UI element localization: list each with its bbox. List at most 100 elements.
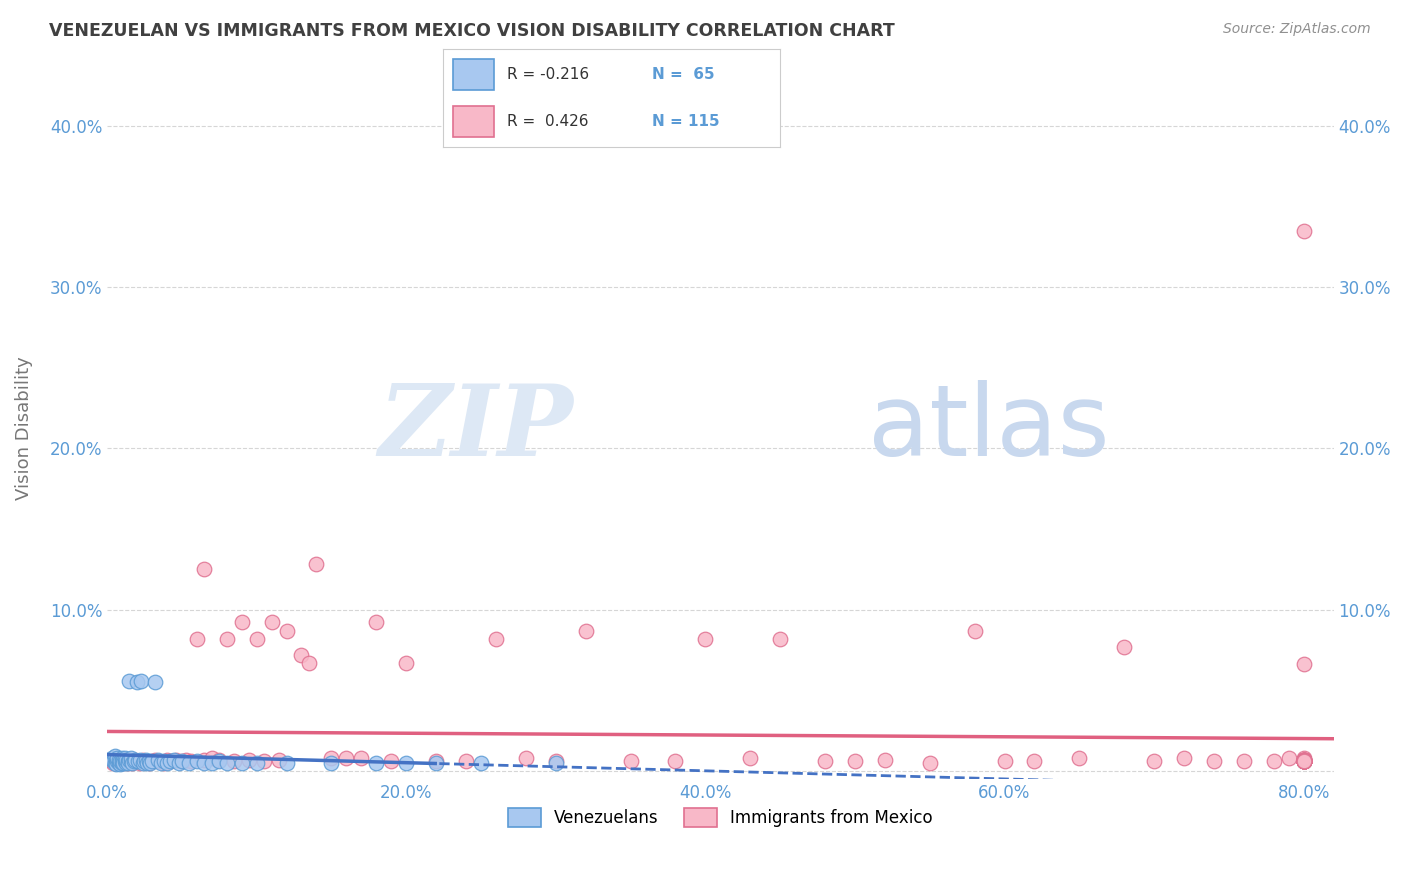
Point — [1292, 754, 1315, 768]
Point — [122, 754, 145, 768]
Point — [180, 754, 202, 768]
Point — [101, 754, 124, 768]
Text: VENEZUELAN VS IMMIGRANTS FROM MEXICO VISION DISABILITY CORRELATION CHART: VENEZUELAN VS IMMIGRANTS FROM MEXICO VIS… — [49, 22, 896, 40]
Point — [208, 753, 231, 767]
Point — [1292, 754, 1315, 768]
Point — [100, 754, 122, 768]
Text: R =  0.426: R = 0.426 — [508, 114, 589, 129]
Point — [115, 756, 138, 770]
Point — [1278, 751, 1301, 765]
Point — [1292, 224, 1315, 238]
Point — [515, 751, 537, 765]
Point — [124, 753, 146, 767]
Point — [163, 753, 186, 767]
Point — [380, 754, 402, 768]
Point — [1114, 640, 1136, 654]
Point — [105, 756, 128, 770]
Point — [115, 753, 138, 767]
Point — [1292, 657, 1315, 672]
Point — [395, 756, 418, 770]
Point — [117, 756, 139, 770]
Point — [769, 632, 792, 646]
Point — [224, 754, 246, 768]
Point — [114, 751, 136, 765]
Point — [1263, 754, 1285, 768]
Point — [664, 754, 686, 768]
Point — [305, 558, 328, 572]
Point — [167, 756, 190, 770]
Point — [103, 756, 125, 770]
Point — [136, 756, 159, 770]
Point — [132, 753, 155, 767]
Point — [276, 624, 298, 638]
Point — [149, 756, 172, 770]
Point — [176, 753, 198, 767]
Point — [186, 754, 208, 768]
Point — [1143, 754, 1166, 768]
Point — [814, 754, 837, 768]
Point — [101, 756, 124, 770]
Text: R = -0.216: R = -0.216 — [508, 67, 589, 82]
Point — [135, 754, 157, 768]
Point — [1202, 754, 1225, 768]
Text: N =  65: N = 65 — [652, 67, 714, 82]
Point — [146, 753, 169, 767]
Point — [112, 753, 135, 767]
Point — [138, 756, 160, 770]
Point — [1292, 754, 1315, 768]
Text: atlas: atlas — [868, 380, 1109, 476]
Point — [135, 753, 157, 767]
Point — [1292, 753, 1315, 767]
Point — [1233, 754, 1256, 768]
Point — [100, 751, 122, 765]
Point — [111, 754, 134, 768]
Point — [1292, 754, 1315, 768]
Point — [115, 754, 138, 768]
Point — [120, 754, 142, 768]
Point — [179, 756, 201, 770]
Point — [544, 754, 567, 768]
Point — [1292, 754, 1315, 768]
Point — [186, 632, 208, 646]
Point — [321, 756, 343, 770]
Point — [1292, 754, 1315, 768]
Point — [122, 754, 145, 768]
Point — [1292, 754, 1315, 768]
Point — [253, 754, 276, 768]
Text: ZIP: ZIP — [378, 380, 574, 476]
Point — [290, 648, 312, 662]
Point — [395, 656, 418, 670]
Point — [215, 632, 238, 646]
Point — [1292, 754, 1315, 768]
Point — [118, 673, 141, 688]
Point — [131, 673, 153, 688]
Point — [105, 753, 128, 767]
Point — [125, 675, 148, 690]
Point — [231, 615, 253, 630]
Point — [1292, 754, 1315, 768]
Point — [873, 753, 896, 767]
Point — [112, 756, 135, 770]
Point — [193, 756, 215, 770]
Point — [110, 753, 132, 767]
Point — [208, 754, 231, 768]
Point — [454, 754, 477, 768]
Point — [1173, 751, 1195, 765]
Point — [1292, 754, 1315, 768]
Point — [425, 756, 447, 770]
Point — [160, 754, 183, 768]
Point — [918, 756, 941, 770]
Point — [470, 756, 492, 770]
Point — [740, 751, 762, 765]
Point — [103, 749, 125, 764]
Point — [117, 754, 139, 768]
Point — [425, 754, 447, 768]
Point — [1292, 754, 1315, 768]
Point — [148, 754, 170, 768]
Point — [111, 754, 134, 768]
Point — [1069, 751, 1091, 765]
Point — [993, 754, 1015, 768]
Point — [193, 562, 215, 576]
Point — [165, 753, 187, 767]
Point — [1292, 753, 1315, 767]
